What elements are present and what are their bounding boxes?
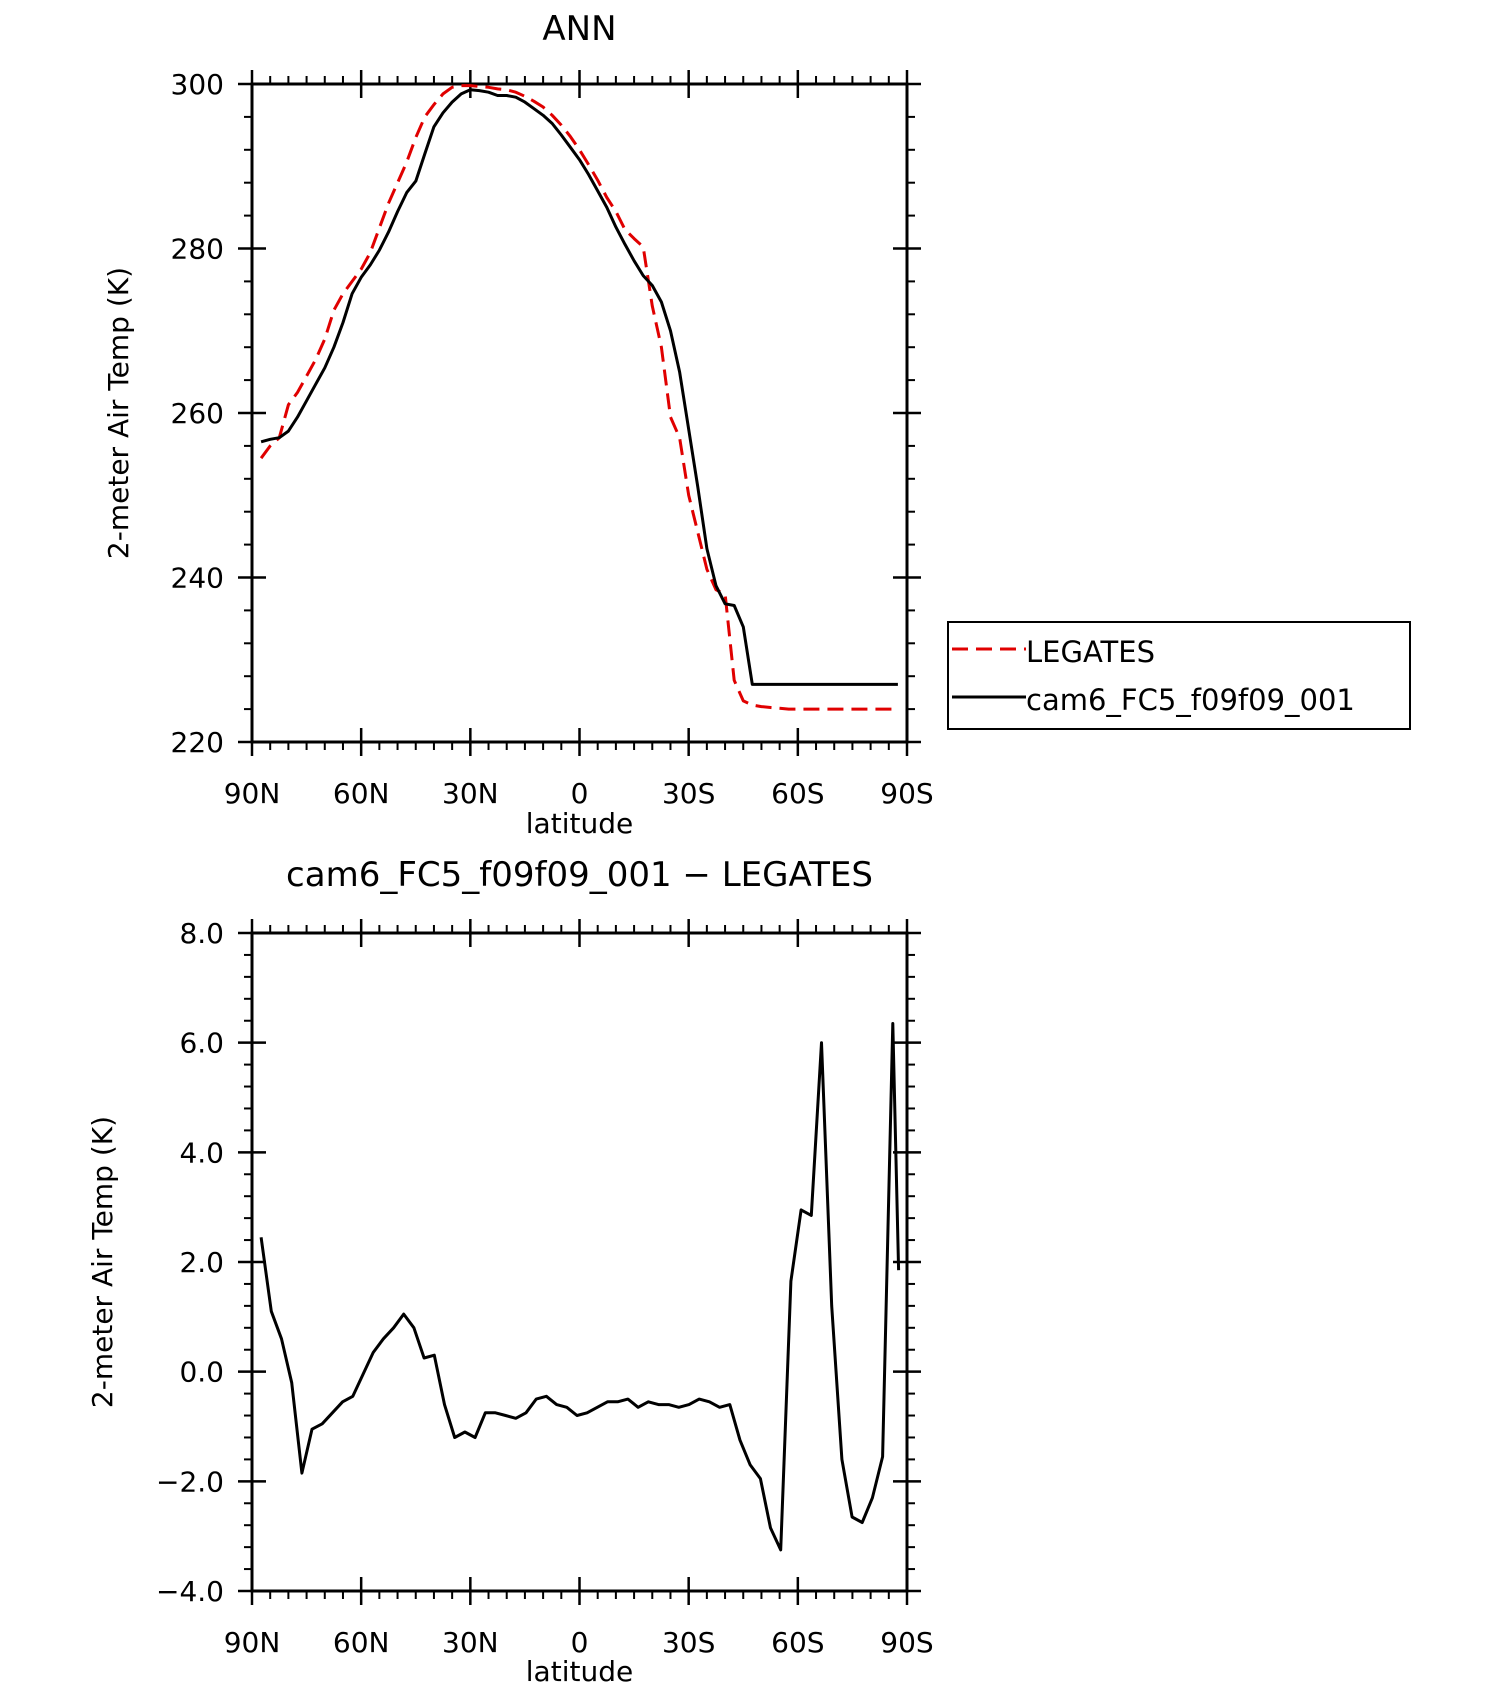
x-tick-label: 60N <box>333 1626 390 1659</box>
x-tick-label: 30S <box>662 1626 715 1659</box>
x-tick-label: 90S <box>880 777 933 810</box>
x-tick-label: 30S <box>662 777 715 810</box>
x-tick-label: 0 <box>571 777 589 810</box>
y-tick-label: 0.0 <box>179 1356 224 1389</box>
y-axis-label: 2-meter Air Temp (K) <box>102 267 135 559</box>
plot-frame <box>250 82 909 744</box>
series-line-cam6-fc5-f09f09-001 <box>260 88 898 686</box>
plot-frame <box>250 931 909 1593</box>
series-line-1 <box>259 1022 901 1552</box>
legend-box <box>947 621 1411 730</box>
y-tick-label: 300 <box>171 68 224 101</box>
x-axis-label: latitude <box>526 1655 633 1688</box>
x-tick-label: 30N <box>442 777 499 810</box>
x-tick-label: 0 <box>571 1626 589 1659</box>
plot-title: ANN <box>542 9 616 49</box>
y-tick-label: 260 <box>171 397 224 430</box>
legend-label: LEGATES <box>1026 635 1155 669</box>
x-tick-label: 90N <box>224 1626 281 1659</box>
plot-2: cam6_FC5_f09f09_001 − LEGATES −4.0 −2.0 0.0… <box>86 855 934 1688</box>
plot-title: cam6_FC5_f09f09_001 − LEGATES <box>286 855 873 895</box>
y-tick-label: −4.0 <box>156 1575 224 1608</box>
y-tick-label: 2.0 <box>179 1246 224 1279</box>
y-tick-label: 8.0 <box>179 917 224 950</box>
plot-1: ANN 220 240 260 280 300 90N 60N 30N 0 30S 60S 90S lat… <box>102 9 1411 840</box>
y-tick-label: 240 <box>171 562 224 595</box>
x-tick-label: 30N <box>442 1626 499 1659</box>
y-axis-label: 2-meter Air Temp (K) <box>86 1116 119 1408</box>
x-tick-label: 90S <box>880 1626 933 1659</box>
legend-label: cam6_FC5_f09f09_001 <box>1026 683 1355 717</box>
x-tick-label: 60S <box>771 1626 824 1659</box>
x-tick-label: 60S <box>771 777 824 810</box>
y-tick-label: 6.0 <box>179 1027 224 1060</box>
x-tick-label: 60N <box>333 777 390 810</box>
y-tick-label: 4.0 <box>179 1136 224 1169</box>
x-axis-label: latitude <box>526 807 633 840</box>
series-line-legates <box>259 84 898 711</box>
legend: LEGATES cam6_FC5_f09f09_001 <box>947 621 1411 730</box>
y-tick-label: 220 <box>171 726 224 759</box>
y-tick-label: 280 <box>171 233 224 266</box>
x-tick-label: 90N <box>224 777 281 810</box>
y-tick-label: −2.0 <box>156 1465 224 1498</box>
